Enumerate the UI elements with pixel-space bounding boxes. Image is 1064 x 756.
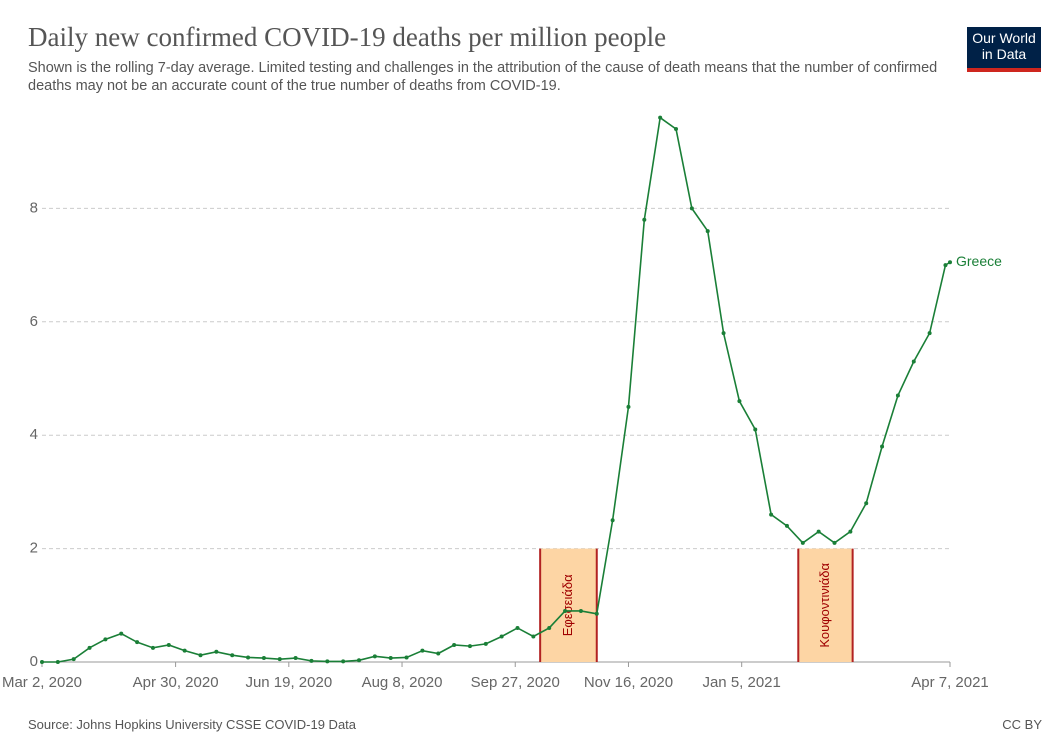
point (150, 645, 155, 650)
point (246, 655, 251, 660)
point (563, 608, 568, 613)
point (420, 648, 425, 653)
point (943, 263, 948, 268)
point (531, 634, 536, 639)
point (214, 649, 219, 654)
y-tick-label: 0 (30, 653, 38, 670)
point (948, 260, 952, 265)
point (832, 540, 837, 545)
x-tick-label: Mar 2, 2020 (2, 674, 82, 691)
point (293, 656, 298, 661)
point (230, 653, 235, 658)
point (135, 640, 140, 645)
point (658, 115, 663, 120)
point (103, 637, 108, 642)
x-tick-label: Sep 27, 2020 (471, 674, 560, 691)
annotation-label: Εφεσειάδα (560, 574, 575, 636)
point (55, 660, 60, 664)
point (737, 399, 742, 404)
point (277, 657, 282, 662)
point (198, 653, 203, 658)
series-label: Greece (956, 253, 1002, 269)
chart-title: Daily new confirmed COVID-19 deaths per … (28, 22, 667, 52)
point (71, 657, 76, 662)
point (610, 518, 615, 523)
point (499, 634, 504, 639)
point (372, 654, 377, 659)
y-tick-label: 6 (30, 313, 38, 330)
point (848, 529, 853, 534)
point (594, 611, 599, 616)
point (452, 642, 457, 647)
point (40, 660, 44, 664)
point (721, 331, 726, 336)
point (483, 641, 488, 646)
annotation-band (540, 548, 597, 662)
point (515, 625, 520, 630)
point (626, 404, 631, 409)
point (784, 523, 789, 528)
point (578, 608, 583, 613)
x-tick-label: Apr 30, 2020 (133, 674, 219, 691)
x-tick-label: Jan 5, 2021 (702, 674, 780, 691)
point (547, 625, 552, 630)
y-tick-label: 2 (30, 540, 38, 557)
point (325, 659, 330, 664)
x-tick-label: Aug 8, 2020 (362, 674, 443, 691)
point (816, 529, 821, 534)
x-tick-label: Apr 7, 2021 (911, 674, 989, 691)
point (753, 427, 758, 432)
point (166, 642, 171, 647)
point (864, 501, 869, 506)
point (341, 659, 346, 664)
x-tick-label: Nov 16, 2020 (584, 674, 673, 691)
point (388, 656, 393, 661)
y-tick-label: 4 (30, 426, 38, 443)
point (182, 648, 187, 653)
point (769, 512, 774, 517)
point (467, 644, 472, 649)
source: Source: Johns Hopkins University CSSE CO… (28, 717, 357, 732)
point (927, 331, 932, 336)
point (119, 631, 124, 636)
point (642, 217, 647, 222)
point (705, 229, 710, 234)
chart-subtitle: Shown is the rolling 7-day average. Limi… (28, 60, 938, 94)
point (87, 645, 92, 650)
point (911, 359, 916, 364)
annotation-label: Κουφοντινιάδα (817, 562, 832, 647)
annotation-band (798, 548, 853, 662)
x-tick-label: Jun 19, 2020 (245, 674, 332, 691)
point (436, 651, 441, 656)
y-tick-label: 8 (30, 199, 38, 216)
license[interactable]: CC BY (1002, 717, 1042, 732)
point (689, 206, 694, 211)
point (357, 658, 362, 663)
logo[interactable]: Our World in Data (967, 27, 1041, 72)
point (261, 656, 266, 661)
point (404, 655, 409, 660)
point (674, 127, 679, 132)
point (880, 444, 885, 449)
point (800, 540, 805, 545)
point (309, 658, 314, 663)
point (895, 393, 900, 398)
